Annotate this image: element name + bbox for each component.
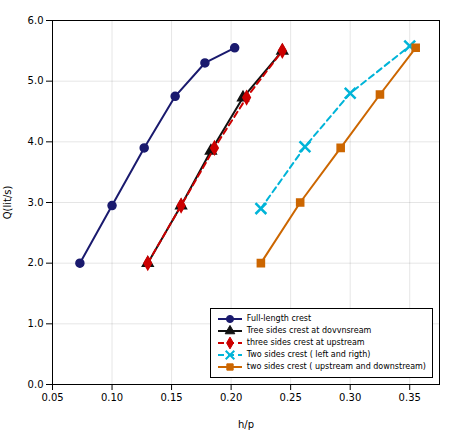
- svg-text:1.0: 1.0: [28, 318, 44, 329]
- html-text:two sides crest ( upstream and: two sides crest ( upstream and downstrea…: [246, 362, 426, 371]
- svg-text:0.05: 0.05: [41, 392, 63, 403]
- svg-text:4.0: 4.0: [28, 136, 44, 147]
- html-text:Two sides crest ( left and rig: Two sides crest ( left and rigth): [246, 350, 371, 359]
- svg-text:0.25: 0.25: [280, 392, 302, 403]
- svg-text:0.35: 0.35: [399, 392, 421, 403]
- svg-text:0.30: 0.30: [339, 392, 361, 403]
- svg-text:h/p: h/p: [238, 419, 254, 430]
- html-text:Full-length crest: Full-length crest: [246, 314, 312, 323]
- svg-text:3.0: 3.0: [28, 197, 44, 208]
- svg-text:0.10: 0.10: [101, 392, 123, 403]
- svg-text:Q(lit/s): Q(lit/s): [2, 186, 13, 220]
- svg-text:0.15: 0.15: [160, 392, 182, 403]
- html-text:Tree sides crest at dovvnsream: Tree sides crest at dovvnsream: [246, 326, 372, 335]
- svg-text:0.0: 0.0: [28, 379, 44, 390]
- svg-text:5.0: 5.0: [28, 75, 44, 86]
- svg-text:2.0: 2.0: [28, 257, 44, 268]
- svg-text:0.20: 0.20: [220, 392, 242, 403]
- html-text:three sides crest at upstream: three sides crest at upstream: [246, 338, 365, 347]
- svg-text:6.0: 6.0: [28, 15, 44, 26]
